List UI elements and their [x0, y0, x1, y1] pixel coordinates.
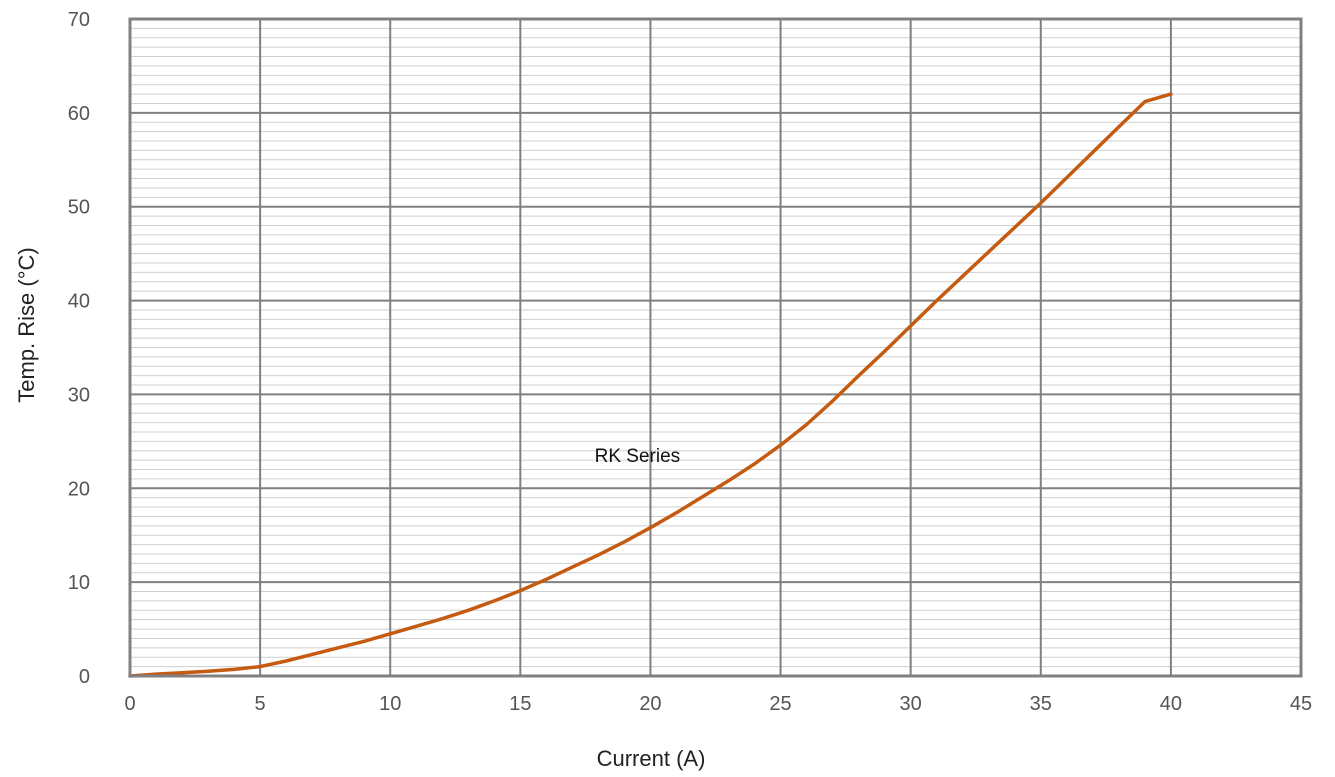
x-tick-label: 10: [379, 693, 401, 715]
x-tick-label: 35: [1030, 693, 1052, 715]
x-axis-title: Current (A): [597, 746, 706, 771]
y-tick-label: 50: [68, 197, 90, 219]
y-tick-label: 10: [68, 572, 90, 594]
y-tick-label: 70: [68, 9, 90, 31]
series-layer: [128, 92, 1173, 678]
series-line: [128, 92, 1173, 678]
x-tick-label: 45: [1290, 693, 1312, 715]
y-tick-label: 40: [68, 291, 90, 313]
x-tick-label: 5: [255, 693, 266, 715]
series-annotation: RK Series: [595, 446, 681, 467]
grid: [130, 19, 1301, 676]
x-tick-label: 30: [900, 693, 922, 715]
x-tick-label: 25: [769, 693, 791, 715]
y-tick-label: 20: [68, 478, 90, 500]
y-tick-label: 30: [68, 384, 90, 406]
axes: [128, 17, 1303, 678]
y-axis-title: Temp. Rise (°C): [14, 247, 39, 402]
x-tick-label: 15: [509, 693, 531, 715]
x-tick-label: 20: [639, 693, 661, 715]
x-tick-label: 0: [124, 693, 135, 715]
labels: Current (A) Temp. Rise (°C) RK Series 0 5…: [14, 9, 1312, 771]
y-tick-label: 60: [68, 103, 90, 125]
plot-frame: [128, 17, 1303, 678]
x-tick-label: 40: [1160, 693, 1182, 715]
y-tick-label: 0: [79, 666, 90, 688]
